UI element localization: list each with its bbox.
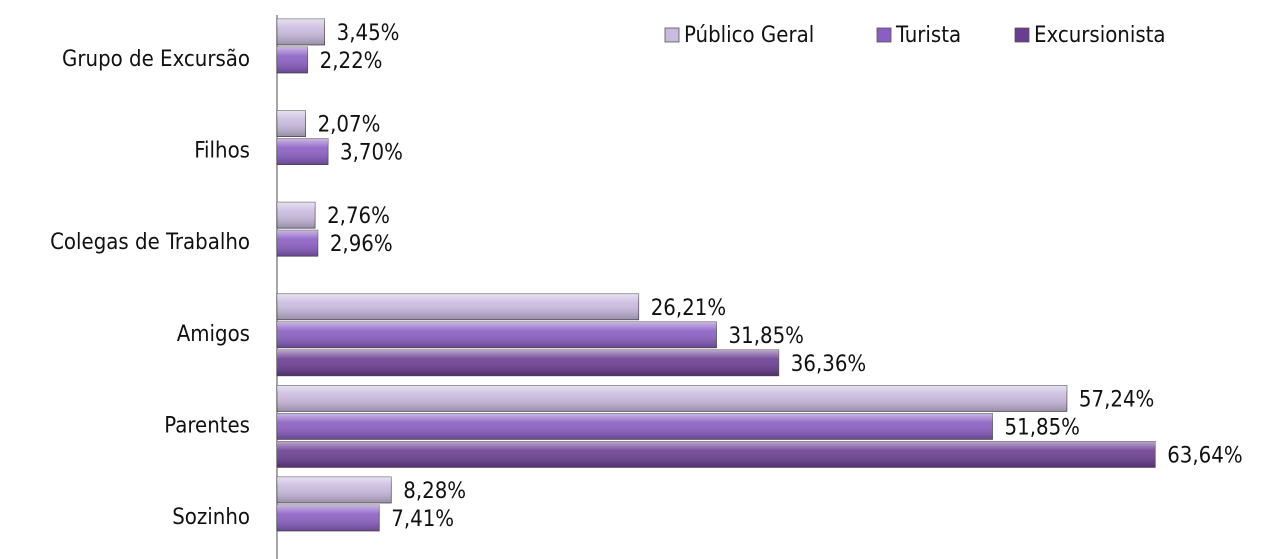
y-tick-label: Colegas de Trabalho: [50, 230, 250, 255]
bar: [276, 440, 1156, 468]
legend-swatch: [664, 27, 680, 43]
y-tick-label: Filhos: [194, 139, 250, 164]
data-label: 26,21%: [651, 296, 726, 321]
bar: [276, 293, 640, 321]
legend-label: Excursionista: [1034, 23, 1166, 48]
data-label: 2,76%: [327, 204, 390, 229]
bar: [276, 384, 1068, 412]
legend-label: Público Geral: [684, 23, 814, 48]
bar: [276, 229, 319, 257]
bar: [276, 476, 392, 504]
y-tick-label: Parentes: [164, 413, 250, 438]
data-label: 57,24%: [1079, 387, 1154, 412]
data-label: 63,64%: [1167, 443, 1242, 468]
bar: [276, 138, 329, 166]
bar: [276, 321, 717, 349]
data-label: 36,36%: [791, 352, 866, 377]
legend-swatch: [876, 27, 892, 43]
data-label: 2,07%: [318, 113, 381, 138]
bar: [276, 349, 780, 377]
legend-label: Turista: [895, 23, 961, 48]
y-tick-label: Sozinho: [172, 505, 250, 530]
data-label: 2,96%: [330, 232, 393, 257]
data-label: 31,85%: [729, 324, 804, 349]
bar: [276, 412, 993, 440]
data-label: 7,41%: [391, 507, 454, 532]
bar: [276, 110, 306, 137]
bar: [276, 18, 326, 46]
data-label: 2,22%: [320, 49, 383, 74]
data-label: 51,85%: [1005, 415, 1080, 440]
bar: [276, 504, 380, 532]
y-tick-label: Amigos: [177, 322, 250, 347]
data-label: 8,28%: [403, 479, 466, 504]
bar: [276, 201, 316, 229]
data-label: 3,45%: [337, 21, 400, 46]
bar: [276, 46, 309, 74]
y-tick-label: Grupo de Excursão: [62, 47, 250, 72]
legend-swatch: [1014, 27, 1030, 43]
data-label: 3,70%: [340, 141, 403, 166]
